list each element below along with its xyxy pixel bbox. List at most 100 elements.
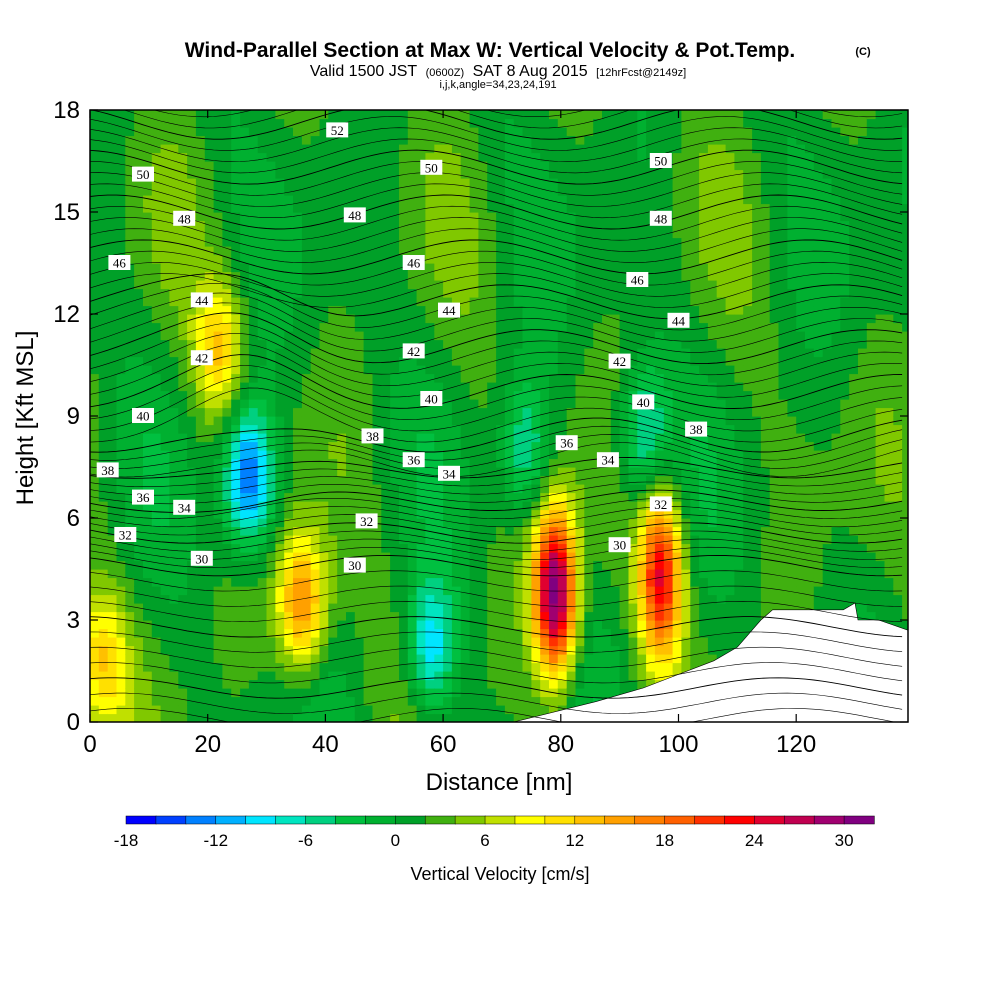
field-cell [266,569,276,579]
field-cell [134,271,144,281]
field-cell [231,178,241,188]
field-cell [275,118,285,128]
field-cell [213,110,223,120]
field-cell [399,161,409,171]
field-cell [328,433,338,443]
field-cell [293,237,303,247]
field-cell [222,322,232,332]
field-cell [222,348,232,358]
field-cell [654,526,665,536]
field-cell [619,501,629,511]
field-cell [301,492,312,502]
field-cell [566,603,577,613]
field-cell [151,603,162,613]
field-cell [222,671,232,681]
field-cell [549,577,559,587]
field-cell [381,467,391,477]
field-cell [319,679,329,689]
field-cell [540,382,550,392]
field-cell [496,688,506,698]
field-cell [663,484,674,494]
field-cell [654,186,665,196]
field-cell [425,458,435,468]
field-cell [257,543,268,553]
field-cell [240,144,250,154]
field-cell [275,186,285,196]
field-cell [654,654,665,664]
field-cell [672,501,682,511]
field-cell [549,135,559,145]
field-cell [566,399,577,409]
field-cell [681,118,691,128]
field-cell [478,220,488,230]
field-cell [284,662,294,672]
field-cell [354,501,365,511]
field-cell [195,390,206,400]
field-cell [522,611,532,621]
field-cell [381,348,391,358]
field-cell [549,603,559,613]
field-cell [381,322,391,332]
field-cell [310,645,321,655]
field-cell [90,543,100,553]
field-cell [663,526,674,536]
field-cell [134,212,144,222]
field-cell [602,594,612,604]
field-cell [681,110,691,120]
field-cell [231,161,241,171]
field-cell [195,679,206,689]
field-cell [125,186,135,196]
field-cell [337,416,347,426]
field-cell [151,458,162,468]
field-cell [637,552,647,562]
field-cell [284,577,294,587]
field-cell [513,637,524,647]
field-cell [187,611,197,621]
field-cell [143,314,153,324]
field-cell [593,271,603,281]
field-cell [593,645,603,655]
field-cell [310,424,321,434]
field-cell [134,671,144,681]
field-cell [275,373,285,383]
field-cell [619,560,629,570]
field-cell [257,628,268,638]
field-cell [699,560,709,570]
field-cell [390,586,400,596]
field-cell [575,594,585,604]
field-cell [310,195,321,205]
field-cell [248,280,259,290]
field-cell [460,645,471,655]
field-cell [125,552,135,562]
field-cell [690,535,700,545]
field-cell [134,637,144,647]
field-cell [125,509,135,519]
field-cell [672,594,682,604]
field-cell [257,526,268,536]
field-cell [116,373,126,383]
field-cell [451,186,462,196]
field-cell [540,628,550,638]
field-cell [469,569,479,579]
field-cell [381,416,391,426]
field-cell [496,390,506,400]
field-cell [549,254,559,264]
field-cell [540,280,550,290]
field-cell [248,195,259,205]
field-cell [275,152,285,162]
field-cell [487,348,497,358]
field-cell [610,348,621,358]
field-cell [301,314,312,324]
field-cell [354,237,365,247]
field-cell [301,518,312,528]
field-cell [690,390,700,400]
field-cell [628,628,638,638]
field-cell [549,535,559,545]
field-cell [204,611,215,621]
field-cell [690,263,700,273]
field-cell [504,169,515,179]
field-cell [125,611,135,621]
field-cell [248,475,259,485]
field-cell [628,586,638,596]
field-cell [319,280,329,290]
